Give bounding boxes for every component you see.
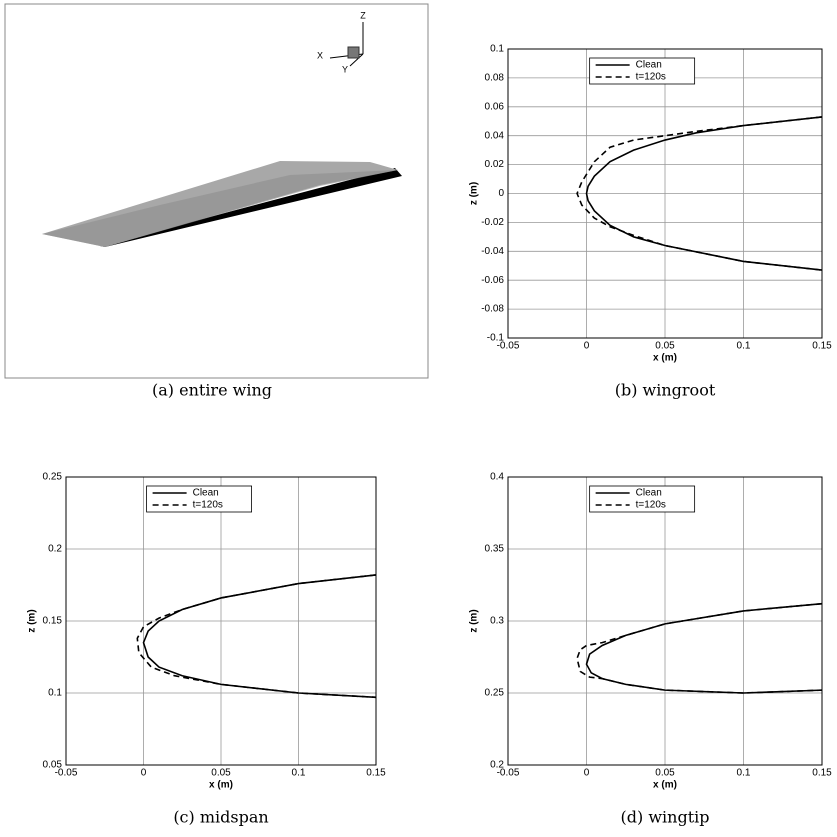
x-tick-label: 0.15 <box>812 341 832 352</box>
series-line <box>144 575 377 697</box>
x-axis-label: x (m) <box>209 780 233 791</box>
triad-label: Z <box>360 10 366 20</box>
x-tick-label: 0.1 <box>737 768 751 779</box>
x-tick-label: 0 <box>141 768 147 779</box>
legend-label: t=120s <box>193 500 223 511</box>
page: ZXY(a) entire wing-0.0500.050.10.15-0.1-… <box>0 0 837 837</box>
legend-label: Clean <box>193 488 219 499</box>
y-tick-label: 0.25 <box>43 472 63 483</box>
legend-label: t=120s <box>636 72 666 83</box>
y-tick-label: 0.2 <box>48 544 62 555</box>
y-tick-label: -0.06 <box>481 275 504 286</box>
y-tick-label: -0.04 <box>481 246 504 257</box>
y-axis-label: z (m) <box>469 609 480 632</box>
series-line <box>137 575 376 697</box>
triad-label: Y <box>342 64 348 74</box>
y-tick-label: 0.08 <box>485 73 505 84</box>
y-axis-label: z (m) <box>469 182 480 205</box>
y-tick-label: 0.3 <box>490 616 504 627</box>
caption: (a) entire wing <box>152 381 272 400</box>
caption: (d) wingtip <box>621 808 710 827</box>
y-tick-label: 0.05 <box>43 760 63 771</box>
x-axis-label: x (m) <box>653 353 677 364</box>
x-tick-label: 0.1 <box>737 341 751 352</box>
x-tick-label: 0.15 <box>812 768 832 779</box>
y-tick-label: 0.35 <box>485 544 505 555</box>
legend-label: Clean <box>636 60 662 71</box>
y-axis-label: z (m) <box>27 609 38 632</box>
x-tick-label: 0.1 <box>292 768 306 779</box>
y-tick-label: -0.08 <box>481 304 504 315</box>
figure: ZXY(a) entire wing-0.0500.050.10.15-0.1-… <box>0 0 837 832</box>
caption: (b) wingroot <box>615 381 716 400</box>
y-tick-label: 0.02 <box>485 159 505 170</box>
x-tick-label: 0.15 <box>366 768 386 779</box>
y-tick-label: 0.1 <box>490 44 504 55</box>
x-tick-label: 0.05 <box>655 768 675 779</box>
x-tick-label: 0 <box>584 768 590 779</box>
triad-box <box>348 47 359 58</box>
y-tick-label: 0.15 <box>43 616 63 627</box>
y-tick-label: 0.25 <box>485 688 505 699</box>
y-tick-label: 0 <box>498 188 504 199</box>
x-tick-label: 0 <box>584 341 590 352</box>
y-tick-label: 0.4 <box>490 472 504 483</box>
legend-label: Clean <box>636 488 662 499</box>
series-line <box>577 604 822 693</box>
x-axis-label: x (m) <box>653 780 677 791</box>
series-line <box>587 604 823 693</box>
triad-label: X <box>317 50 323 60</box>
y-tick-label: 0.2 <box>490 760 504 771</box>
y-tick-label: -0.1 <box>487 333 505 344</box>
y-tick-label: 0.1 <box>48 688 62 699</box>
y-tick-label: -0.02 <box>481 217 504 228</box>
x-tick-label: 0.05 <box>655 341 675 352</box>
legend-label: t=120s <box>636 500 666 511</box>
y-tick-label: 0.06 <box>485 101 505 112</box>
caption: (c) midspan <box>173 808 268 827</box>
y-tick-label: 0.04 <box>485 130 505 141</box>
x-tick-label: 0.05 <box>211 768 231 779</box>
